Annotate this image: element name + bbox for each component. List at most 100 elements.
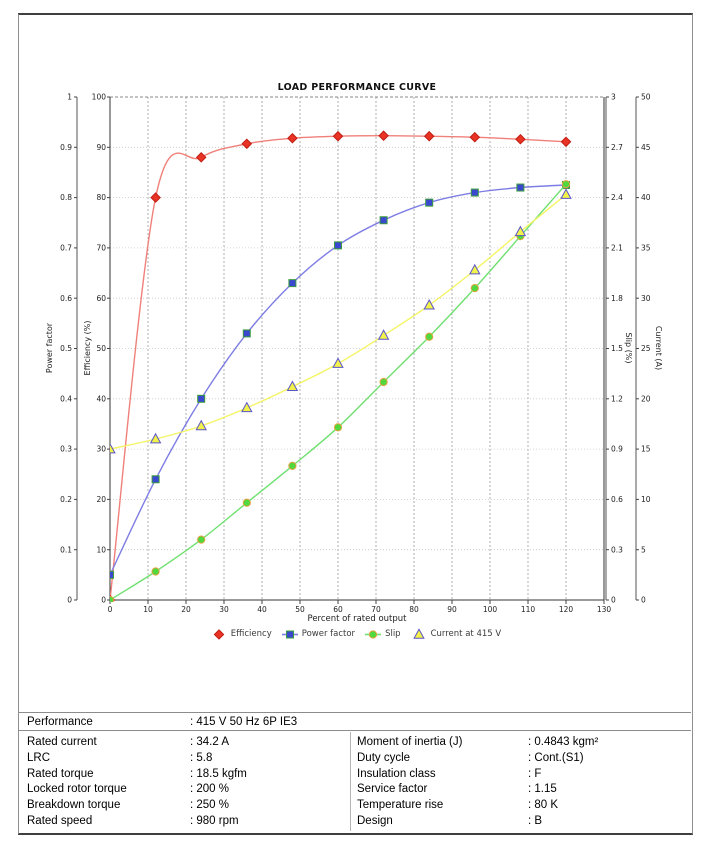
- x-tick-label: 40: [257, 605, 267, 614]
- legend-item-power-factor: Power factor: [281, 628, 355, 641]
- chart-legend: Efficiency Power factor Slip Current at 415…: [0, 626, 711, 642]
- tick-label: 0: [641, 596, 646, 605]
- tick-label: 0.3: [611, 545, 623, 554]
- efficiency-marker: [378, 130, 389, 142]
- slip-marker: [470, 284, 479, 293]
- slip-marker: [425, 332, 434, 341]
- tick-label: 2.1: [611, 244, 623, 253]
- tick-label: 100: [92, 93, 107, 102]
- current-at-415-v-marker: [149, 432, 162, 444]
- tick-label: 0.5: [60, 344, 72, 353]
- tick-label: 30: [96, 445, 106, 454]
- x-tick-label: 100: [483, 605, 498, 614]
- legend-label: Current at 415 V: [430, 629, 502, 639]
- spec-value: : 5.8: [190, 751, 213, 764]
- efficiency-marker: [241, 138, 253, 150]
- series-current-at-415-v: [110, 188, 572, 454]
- tick-label: 3: [611, 93, 616, 102]
- legend-item-efficiency: Efficiency: [210, 628, 272, 641]
- spec-value: : Cont.(S1): [528, 751, 584, 764]
- x-tick-label: 50: [295, 605, 305, 614]
- x-tick-label: 0: [108, 605, 113, 614]
- axis-label-power-factor: Power factor: [45, 322, 54, 373]
- tick-label: 0.7: [60, 244, 72, 253]
- legend-label: Power factor: [301, 629, 356, 639]
- spec-value: : 250 %: [190, 799, 229, 812]
- slip-marker: [379, 377, 388, 387]
- slip-marker: [110, 595, 115, 602]
- tick-label: 90: [96, 143, 106, 152]
- x-tick-label: 120: [559, 605, 574, 614]
- series-line: [110, 183, 567, 601]
- spec-table-left: Rated current: 34.2 A LRC: 5.8 Rated torqu…: [19, 732, 350, 831]
- legend-label: Slip: [385, 629, 401, 639]
- series-line: [110, 184, 567, 576]
- spec-value: : 80 K: [528, 799, 559, 812]
- tick-label: 10: [641, 495, 651, 504]
- efficiency-marker: [287, 132, 298, 144]
- x-tick-label: 60: [333, 605, 343, 614]
- spec-value: : 0.4843 kgm²: [528, 736, 599, 748]
- power-factor-marker: [516, 183, 525, 192]
- spec-label: Rated current: [27, 736, 97, 748]
- tick-label: 0: [611, 596, 616, 605]
- tick-label: 20: [96, 495, 106, 504]
- series-slip: [110, 180, 571, 602]
- spec-label: Insulation class: [357, 767, 436, 780]
- spec-label: Locked rotor torque: [27, 783, 127, 796]
- tick-label: 45: [641, 143, 651, 152]
- spec-label: Design: [357, 814, 393, 827]
- power-factor-marker: [379, 216, 388, 225]
- x-tick-label: 20: [181, 605, 191, 614]
- x-tick-label: 80: [409, 605, 419, 614]
- power-factor-marker: [151, 475, 160, 484]
- slip-marker: [151, 567, 160, 576]
- efficiency-marker: [423, 130, 435, 142]
- tick-label: 0.6: [60, 294, 72, 303]
- tick-label: 0: [101, 596, 106, 605]
- power-factor-marker: [285, 630, 294, 638]
- spec-label: Rated speed: [27, 814, 93, 827]
- legend-item-slip: Slip: [364, 628, 401, 641]
- spec-label: Temperature rise: [357, 799, 444, 812]
- spec-table: Rated current: 34.2 A LRC: 5.8 Rated torqu…: [19, 732, 691, 831]
- axis-label-current: Current (A): [654, 326, 663, 370]
- tick-label: 70: [96, 244, 106, 253]
- performance-label: Performance: [27, 715, 93, 728]
- tick-label: 20: [641, 394, 651, 403]
- spec-value: : 1.15: [528, 783, 557, 796]
- tick-label: 1.2: [611, 394, 623, 403]
- tick-label: 1.8: [611, 294, 623, 303]
- circle-icon: [365, 629, 382, 639]
- slip-marker: [197, 535, 206, 544]
- tick-label: 15: [641, 445, 651, 454]
- triangle-icon: [412, 627, 425, 639]
- spec-label: Service factor: [357, 783, 428, 796]
- spec-label: LRC: [27, 751, 51, 764]
- tick-label: 60: [96, 294, 106, 303]
- tick-label: 10: [96, 545, 106, 554]
- spec-label: Rated torque: [27, 767, 94, 780]
- load-performance-chart: 00.10.20.30.40.50.60.70.80.9101020304050…: [45, 82, 663, 624]
- tick-label: 1: [67, 93, 72, 102]
- slip-marker: [288, 461, 297, 470]
- tick-label: 2.4: [611, 193, 623, 202]
- diamond-icon: [213, 628, 225, 640]
- tick-label: 0: [67, 596, 72, 605]
- tick-label: 40: [96, 394, 106, 403]
- spec-label: Moment of inertia (J): [357, 736, 463, 748]
- tick-label: 50: [96, 344, 106, 353]
- spec-value: : 18.5 kgfm: [190, 767, 247, 780]
- spec-label: Breakdown torque: [27, 799, 121, 812]
- tick-label: 2.7: [611, 143, 623, 152]
- legend-item-current-at-415-v: Current at 415 V: [410, 627, 502, 641]
- tick-label: 40: [641, 193, 651, 202]
- power-factor-marker: [334, 241, 342, 250]
- tick-label: 25: [641, 344, 651, 353]
- tick-label: 0.1: [60, 545, 72, 554]
- efficiency-marker: [469, 131, 481, 143]
- tick-label: 80: [96, 193, 106, 202]
- slip-marker: [333, 423, 343, 432]
- efficiency-marker: [213, 628, 225, 640]
